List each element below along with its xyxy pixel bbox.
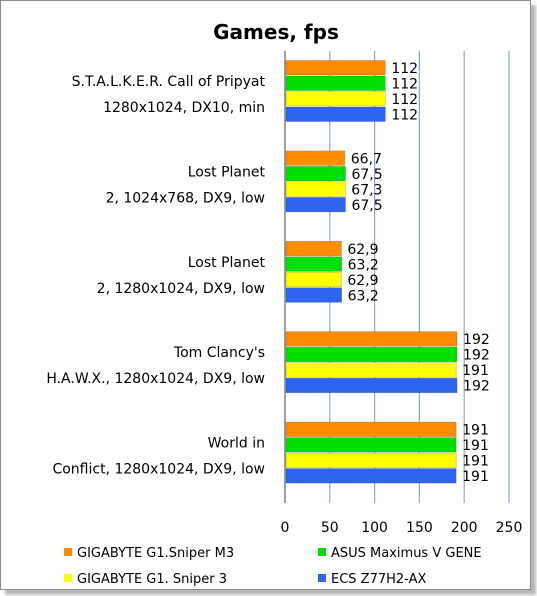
- legend-label: GIGABYTE G1.Sniper M3: [77, 546, 234, 561]
- legend-swatch: [64, 574, 72, 582]
- category-label: 2, 1280x1024, DX9, low: [97, 281, 265, 297]
- bar: [285, 468, 457, 484]
- bar: [285, 377, 458, 394]
- value-label: 112: [391, 92, 418, 108]
- x-tick-label: 100: [361, 520, 388, 536]
- chart-frame: Games, fps 112 112 112 112 66,7 67,5 67,3 67,5 6…: [0, 0, 531, 590]
- x-axis-ticks: 0 50 100 150 200 250: [281, 520, 523, 536]
- value-label: 62,9: [347, 273, 378, 289]
- bar: [285, 106, 386, 122]
- value-label: 112: [391, 108, 418, 124]
- bar: [285, 150, 346, 166]
- x-tick-label: 250: [496, 520, 523, 536]
- legend-swatch: [64, 548, 72, 556]
- category-label: World in: [208, 436, 265, 452]
- legend-label: GIGABYTE G1. Sniper 3: [77, 572, 227, 587]
- value-labels: 11211211211266,767,567,367,562,963,262,9…: [347, 61, 489, 485]
- x-tick-label: 200: [451, 520, 478, 536]
- bar: [285, 331, 458, 347]
- category-label: Lost Planet: [188, 164, 266, 180]
- legend-swatch: [318, 548, 326, 556]
- bars: [285, 60, 458, 484]
- value-label: 66,7: [351, 151, 382, 167]
- bar: [285, 181, 346, 197]
- value-label: 192: [463, 332, 490, 348]
- chart-title: Games, fps: [213, 20, 339, 44]
- category-label: 2, 1024x768, DX9, low: [106, 190, 265, 206]
- bar: [285, 346, 458, 363]
- bar: [285, 241, 342, 257]
- bar: [285, 166, 346, 182]
- value-label: 112: [391, 61, 418, 77]
- value-label: 62,9: [347, 242, 378, 258]
- bar: [285, 60, 386, 76]
- category-label: Conflict, 1280x1024, DX9, low: [52, 462, 265, 478]
- x-tick-label: 0: [281, 520, 290, 536]
- value-label: 191: [462, 438, 489, 454]
- bar: [285, 287, 342, 303]
- value-label: 192: [463, 379, 490, 395]
- legend-label: ASUS Maximus V GENE: [331, 546, 482, 561]
- value-label: 112: [391, 77, 418, 93]
- category-label: H.A.W.X., 1280x1024, DX9, low: [46, 371, 265, 387]
- legend-label: ECS Z77H2-AX: [331, 572, 426, 587]
- legend-swatch: [318, 574, 326, 582]
- value-label: 192: [463, 348, 490, 364]
- bar: [285, 197, 346, 213]
- category-label: Lost Planet: [188, 255, 266, 271]
- value-label: 191: [462, 469, 489, 485]
- value-label: 191: [462, 454, 489, 470]
- bar: [285, 452, 457, 468]
- bar: [285, 362, 457, 378]
- value-label: 191: [462, 363, 489, 379]
- value-label: 191: [462, 423, 489, 439]
- legend: GIGABYTE G1.Sniper M3 ASUS Maximus V GENE…: [64, 546, 482, 587]
- bar: [285, 271, 342, 288]
- value-label: 67,5: [351, 167, 382, 183]
- x-tick-label: 150: [406, 520, 433, 536]
- value-label: 67,5: [351, 198, 382, 214]
- category-label: Tom Clancy's: [173, 345, 265, 361]
- x-tick-label: 50: [321, 520, 339, 536]
- value-label: 63,2: [348, 288, 379, 304]
- bar: [285, 91, 386, 107]
- category-label: 1280x1024, DX10, min: [103, 100, 265, 116]
- bar: [285, 256, 342, 272]
- bar: [285, 437, 457, 453]
- category-labels: S.T.A.L.K.E.R. Call of Pripyat 1280x1024,…: [46, 74, 265, 478]
- bar: [285, 75, 386, 91]
- bar: [285, 421, 457, 437]
- category-label: S.T.A.L.K.E.R. Call of Pripyat: [72, 74, 266, 90]
- chart-canvas: Games, fps 11211211211266,767,567,367,56…: [46, 20, 523, 587]
- value-label: 67,3: [351, 182, 382, 198]
- value-label: 63,2: [348, 257, 379, 273]
